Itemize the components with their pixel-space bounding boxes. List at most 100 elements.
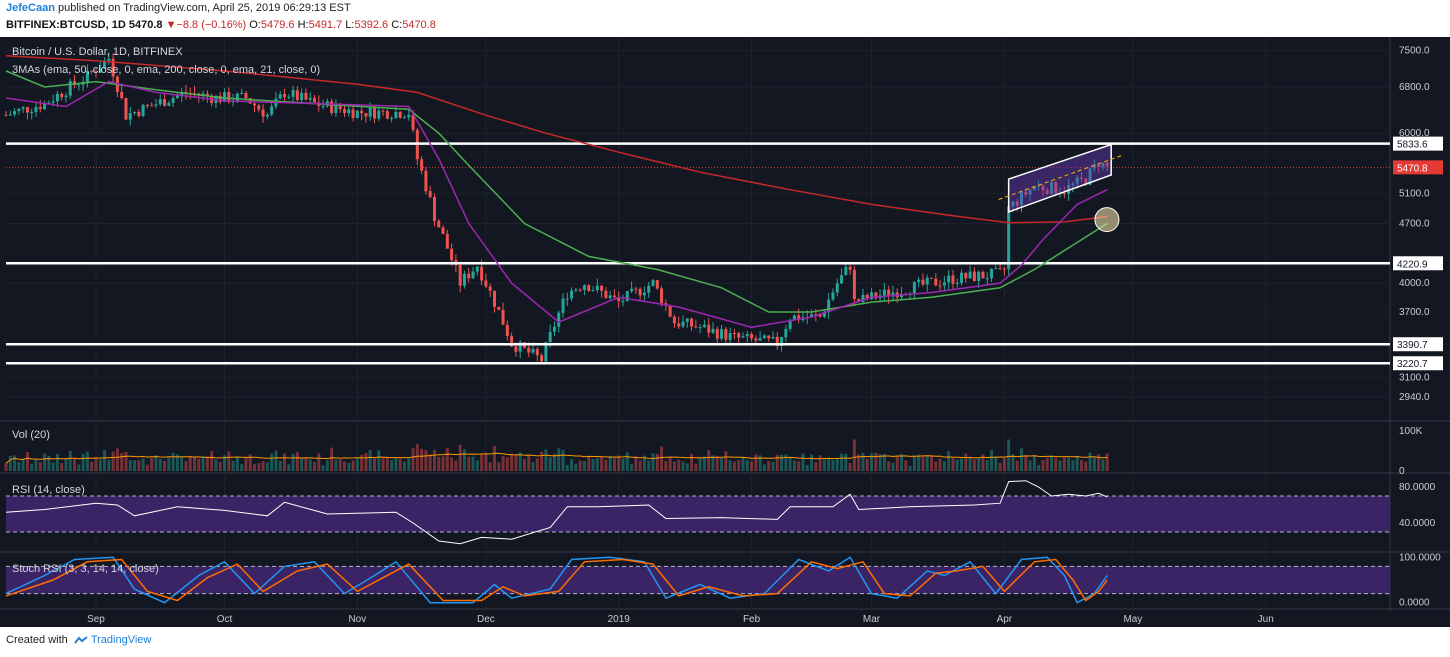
volume-bar: [184, 460, 188, 471]
price-tick-label: 4000.0: [1399, 278, 1430, 289]
candle-body: [450, 248, 454, 261]
candle-body: [201, 93, 205, 96]
level-price-tag: [1393, 136, 1443, 151]
volume-bar: [552, 453, 556, 471]
rsi-band: [6, 496, 1390, 532]
time-tick-label: Apr: [997, 614, 1013, 625]
rsi-pane[interactable]: [5, 480, 1390, 545]
candle-body: [587, 285, 591, 292]
rising-channel[interactable]: [1007, 143, 1112, 213]
candle-body: [420, 159, 424, 171]
candle-body: [244, 92, 248, 99]
volume-bar: [630, 464, 634, 471]
candle-body: [377, 110, 381, 119]
candle-body: [557, 312, 561, 327]
candle-body: [930, 277, 934, 279]
candle-body: [660, 288, 664, 304]
price-tick-label: 2940.0: [1399, 392, 1430, 403]
candle-body: [13, 111, 17, 115]
volume-bar: [1088, 452, 1092, 471]
volume-bar: [771, 461, 775, 471]
volume-bar: [690, 453, 694, 471]
candle-body: [848, 266, 852, 270]
candle-body: [1067, 184, 1071, 194]
candle-body: [505, 324, 509, 337]
level-price-tag: [1393, 337, 1443, 352]
volume-bar: [1097, 454, 1101, 471]
volume-bar: [510, 453, 514, 471]
volume-bar: [445, 447, 449, 471]
candle-body: [223, 92, 227, 102]
volume-bar: [94, 457, 98, 471]
volume-bar: [201, 456, 205, 471]
volume-bar: [758, 455, 762, 471]
author-name[interactable]: JefeCaan: [6, 2, 55, 14]
tradingview-brand[interactable]: TradingView: [90, 634, 152, 646]
trading-chart[interactable]: 7500.06800.06000.05100.04700.04200.04000…: [0, 37, 1450, 627]
volume-bar: [428, 454, 432, 471]
candle-body: [308, 97, 312, 100]
volume-bar: [908, 465, 912, 471]
price-pane[interactable]: [4, 52, 1391, 365]
candle-body: [235, 93, 239, 101]
volume-bar: [780, 454, 784, 471]
golden-cross-marker[interactable]: [1094, 207, 1120, 233]
candle-body: [300, 92, 304, 101]
candle-body: [64, 95, 68, 98]
candle-body: [98, 68, 102, 73]
time-tick-label: Mar: [863, 614, 881, 625]
volume-bar: [120, 452, 124, 471]
volume-pane[interactable]: [4, 439, 1109, 472]
candle-body: [1092, 164, 1096, 169]
candle-body: [737, 333, 741, 338]
volume-bar: [1011, 454, 1015, 471]
volume-bar: [617, 455, 621, 471]
candle-body: [1028, 189, 1032, 195]
candle-body: [445, 233, 449, 249]
candle-body: [55, 93, 59, 102]
volume-bar: [720, 457, 724, 471]
volume-bar: [317, 453, 321, 471]
volume-bar: [68, 450, 72, 471]
volume-bar: [368, 450, 372, 471]
volume-bar: [343, 461, 347, 471]
volume-bar: [702, 456, 706, 471]
volume-bar: [904, 460, 908, 471]
candle-body: [1049, 182, 1053, 194]
candle-body: [612, 295, 616, 297]
volume-bar: [244, 457, 248, 471]
candle-body: [917, 279, 921, 282]
volume-tick-label: 0: [1399, 466, 1405, 477]
volume-bar: [17, 462, 21, 471]
candle-body: [642, 292, 646, 296]
volume-bar: [180, 456, 184, 471]
volume-bar: [321, 465, 325, 471]
symbol[interactable]: BITFINEX:BTCUSD, 1D: [6, 19, 126, 31]
volume-bar: [887, 461, 891, 471]
candle-body: [17, 108, 21, 112]
candle-body: [103, 60, 107, 69]
candle-body: [720, 329, 724, 339]
rsi-pane-title: RSI (14, close): [12, 484, 85, 496]
stoch-rsi-pane[interactable]: [5, 556, 1390, 604]
volume-bar: [407, 458, 411, 471]
volume-bar: [762, 464, 766, 471]
volume-bar: [300, 457, 304, 471]
candle-body: [171, 97, 175, 103]
candle-body: [360, 110, 364, 114]
volume-bar: [128, 460, 132, 471]
candle-body: [137, 111, 141, 116]
volume-bar: [934, 461, 938, 471]
candle-body: [887, 289, 891, 297]
volume-bar: [754, 454, 758, 471]
candle-body: [741, 336, 745, 338]
volume-bar: [925, 455, 929, 471]
high-value: 5491.7: [308, 19, 343, 31]
candle-body: [724, 329, 728, 340]
volume-bar: [801, 453, 805, 471]
volume-bar: [394, 458, 398, 471]
candle-body: [668, 305, 672, 317]
candle-body: [1071, 183, 1075, 185]
candle-body: [432, 197, 436, 221]
candle-body: [955, 282, 959, 284]
